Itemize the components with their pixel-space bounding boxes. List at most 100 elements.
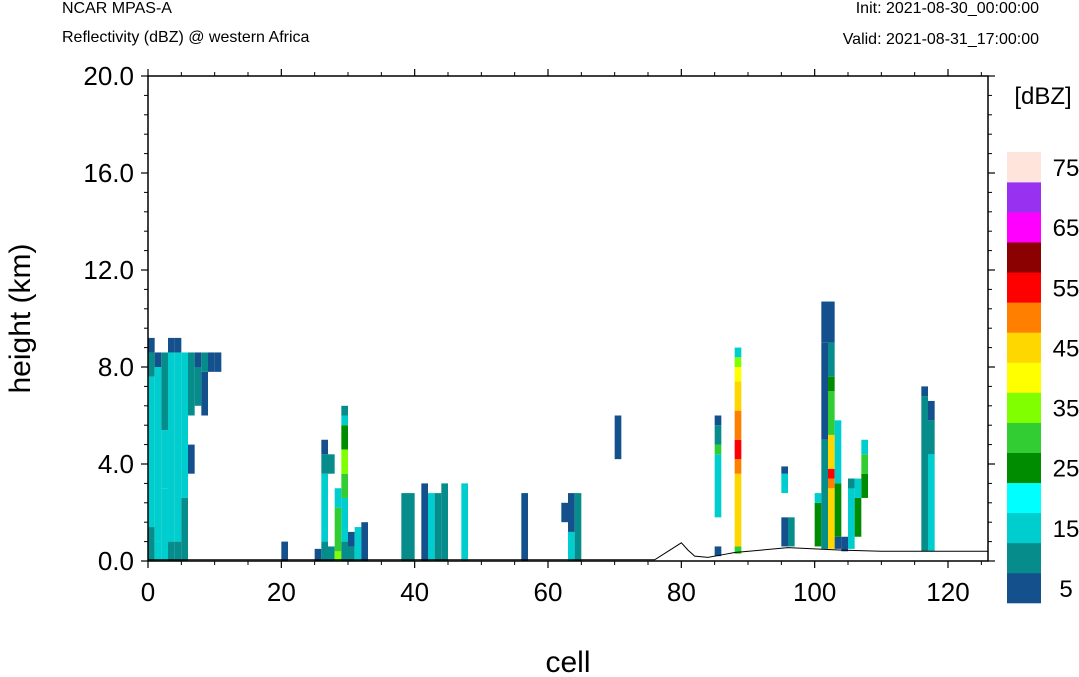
axes: 0 20 40 60 80 100 120 0.0 4.0 8.0 12.0 16.0 20.0 cell… — [4, 61, 995, 677]
terrain-line — [148, 542, 988, 561]
reflectivity-cell — [341, 541, 348, 561]
y-tick-label: 16.0 — [83, 158, 134, 188]
reflectivity-cell — [828, 468, 835, 479]
reflectivity-cell — [341, 449, 348, 474]
reflectivity-cell — [828, 488, 835, 549]
reflectivity-cell — [841, 536, 848, 552]
colorbar-swatch — [1007, 332, 1041, 363]
reflectivity-cell — [174, 352, 182, 542]
reflectivity-cell — [354, 527, 362, 561]
reflectivity-cell — [828, 342, 835, 377]
x-tick-label: 40 — [400, 577, 429, 607]
reflectivity-cell — [814, 493, 822, 503]
reflectivity-cell — [168, 352, 175, 542]
reflectivity-cells — [148, 301, 935, 561]
colorbar-swatch — [1007, 452, 1041, 484]
reflectivity-cell — [161, 430, 168, 489]
reflectivity-cell — [181, 497, 188, 561]
x-tick-label: 100 — [793, 577, 836, 607]
colorbar-swatch — [1007, 392, 1041, 423]
reflectivity-cell — [834, 483, 842, 537]
colorbar: 5 15 25 35 45 55 65 75 [dBZ] — [1007, 83, 1079, 604]
reflectivity-cell — [734, 357, 742, 367]
reflectivity-cell — [348, 546, 355, 561]
model-title: NCAR MPAS-A — [62, 0, 172, 17]
reflectivity-cell — [821, 439, 828, 549]
reflectivity-cell — [174, 541, 182, 561]
reflectivity-cell — [188, 352, 195, 367]
colorbar-swatch — [1007, 152, 1041, 183]
reflectivity-cell — [921, 386, 928, 397]
reflectivity-cell — [314, 548, 322, 561]
reflectivity-cell — [321, 439, 328, 455]
x-tick-label: 20 — [267, 577, 296, 607]
colorbar-tick-label: 55 — [1053, 275, 1079, 302]
reflectivity-cell — [214, 352, 222, 372]
reflectivity-cell — [341, 473, 348, 498]
x-tick-label: 80 — [667, 577, 696, 607]
reflectivity-cell — [194, 367, 202, 406]
reflectivity-cell — [148, 527, 155, 561]
reflectivity-cell — [334, 507, 342, 552]
reflectivity-cell — [341, 405, 348, 416]
reflectivity-cell — [734, 410, 742, 440]
reflectivity-cell — [714, 444, 722, 455]
reflectivity-cell — [148, 352, 155, 377]
reflectivity-cell — [714, 415, 722, 426]
reflectivity-cell — [714, 425, 722, 445]
reflectivity-cell — [148, 337, 155, 353]
x-tick-label: 60 — [534, 577, 563, 607]
reflectivity-cell — [821, 301, 828, 343]
reflectivity-cell — [188, 367, 195, 416]
reflectivity-cell — [781, 466, 788, 474]
reflectivity-cell — [568, 493, 575, 532]
colorbar-swatch — [1007, 182, 1041, 213]
reflectivity-cell — [154, 367, 162, 542]
reflectivity-cell — [828, 376, 835, 392]
y-tick-label: 12.0 — [83, 255, 134, 285]
reflectivity-cell — [828, 434, 835, 469]
reflectivity-cell — [341, 415, 348, 426]
reflectivity-cell — [321, 454, 328, 474]
reflectivity-cell — [161, 488, 168, 561]
reflectivity-cell — [321, 473, 328, 542]
reflectivity-cell — [428, 493, 435, 561]
y-tick-label: 20.0 — [83, 61, 134, 91]
reflectivity-cell — [828, 301, 835, 343]
reflectivity-cell — [328, 454, 335, 474]
reflectivity-cell — [334, 488, 342, 508]
reflectivity-cell — [401, 493, 408, 561]
colorbar-tick-label: 5 — [1059, 576, 1072, 603]
reflectivity-cell — [361, 522, 368, 561]
reflectivity-cell — [834, 420, 842, 484]
reflectivity-cell — [328, 546, 335, 561]
reflectivity-cell — [334, 551, 342, 561]
reflectivity-cell — [561, 502, 568, 523]
colorbar-unit-label: [dBZ] — [1014, 83, 1071, 110]
y-axis-label: height (km) — [4, 243, 37, 393]
colorbar-swatch — [1007, 542, 1041, 574]
reflectivity-cell — [861, 439, 868, 455]
reflectivity-cell — [168, 541, 175, 561]
valid-time: Valid: 2021-08-31_17:00:00 — [842, 31, 1039, 48]
reflectivity-cell — [341, 425, 348, 450]
reflectivity-cell — [848, 478, 855, 549]
reflectivity-cell — [434, 493, 442, 561]
colorbar-swatch — [1007, 482, 1041, 514]
reflectivity-cell — [861, 454, 868, 474]
colorbar-swatch — [1007, 302, 1041, 333]
reflectivity-cell — [814, 502, 822, 547]
reflectivity-cell — [821, 342, 828, 440]
reflectivity-cell — [154, 541, 162, 561]
reflectivity-cell — [201, 371, 208, 416]
reflectivity-cell — [408, 493, 415, 561]
colorbar-swatch — [1007, 572, 1041, 604]
y-tick-label: 4.0 — [98, 449, 134, 479]
reflectivity-cell — [421, 483, 428, 561]
reflectivity-cell — [734, 459, 742, 474]
reflectivity-cell — [734, 381, 742, 411]
y-tick-label: 8.0 — [98, 352, 134, 382]
reflectivity-cell — [461, 483, 468, 561]
reflectivity-cell — [161, 352, 168, 431]
colorbar-tick-label: 65 — [1053, 215, 1079, 242]
